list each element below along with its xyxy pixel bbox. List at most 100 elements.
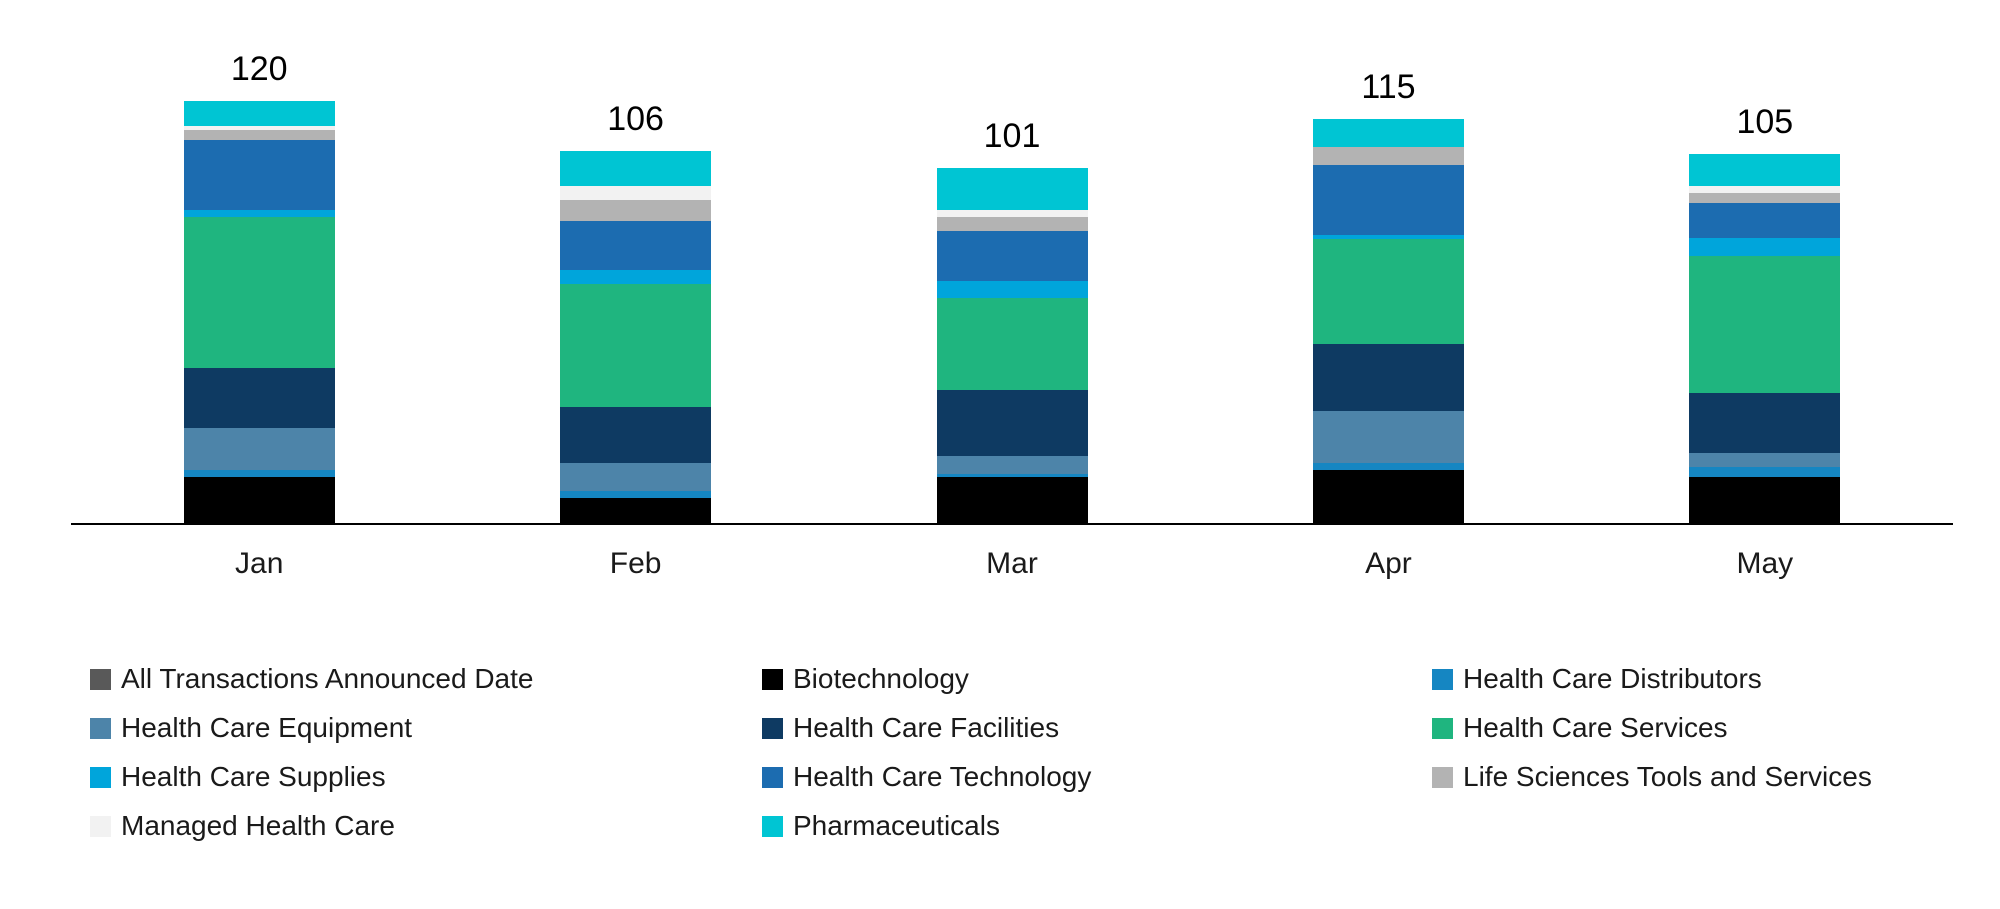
- bar-segment: [936, 280, 1088, 299]
- x-axis-labels: Jan Feb Mar Apr May: [71, 547, 1953, 581]
- legend-swatch: [762, 766, 783, 788]
- stacked-bar-Mar: 101: [936, 117, 1088, 523]
- stacked-bar-Jan: 120: [183, 50, 335, 523]
- bar-segment: [183, 210, 335, 218]
- bar-segment: [1689, 477, 1841, 523]
- legend-swatch: [90, 766, 111, 788]
- bar-segment: [1312, 119, 1464, 148]
- legend-label: Health Care Equipment: [121, 712, 413, 743]
- legend-swatch: [762, 717, 783, 739]
- legend-swatch: [1432, 766, 1453, 788]
- bar-segment: [936, 298, 1088, 390]
- x-axis-label: Jan: [235, 547, 284, 580]
- bar-segment: [1312, 463, 1464, 471]
- legend-item: Health Care Distributors: [1432, 662, 1960, 696]
- bar-segment: [1689, 185, 1841, 193]
- bar-segment: [936, 231, 1088, 281]
- bar-segment: [183, 428, 335, 471]
- bar-segment: [936, 389, 1088, 457]
- bar-segment: [183, 101, 335, 127]
- bar-segment: [1689, 192, 1841, 204]
- bar-segment: [1689, 203, 1841, 239]
- stacked-bar-May: 105: [1689, 103, 1841, 523]
- bar-segment: [560, 185, 712, 200]
- bar-segment: [1312, 343, 1464, 411]
- bar-slot: 120: [71, 0, 447, 523]
- plot-area: 120 106 101 115 105: [71, 0, 1953, 525]
- bar-segment: [1689, 256, 1841, 394]
- legend-swatch: [1432, 717, 1453, 739]
- x-axis-label: Feb: [609, 547, 662, 580]
- legend-item: Life Sciences Tools and Services: [1432, 760, 1960, 794]
- stacked-bar-Apr: 115: [1312, 68, 1464, 523]
- bar-total-label: 106: [607, 99, 664, 138]
- legend-item: Managed Health Care: [90, 809, 762, 843]
- legend-label: All Transactions Announced Date: [121, 663, 534, 694]
- bar-slot: 115: [1200, 0, 1576, 523]
- legend-label: Life Sciences Tools and Services: [1463, 761, 1872, 792]
- legend-item: Pharmaceuticals: [762, 809, 1432, 843]
- bar-segment: [183, 126, 335, 130]
- legend-swatch: [762, 815, 783, 837]
- legend-swatch: [762, 668, 783, 690]
- legend-swatch: [90, 717, 111, 739]
- legend: All Transactions Announced Date Biotechno…: [90, 662, 1960, 843]
- bar-segment: [1312, 470, 1464, 523]
- bar-segment: [183, 129, 335, 141]
- bar-total-label: 101: [983, 117, 1041, 156]
- legend-item: All Transactions Announced Date: [90, 662, 762, 696]
- bar-segment: [936, 217, 1088, 232]
- bar-total-label: 105: [1736, 103, 1794, 142]
- bar-slot: 101: [824, 0, 1200, 523]
- bar-slot: 105: [1577, 0, 1953, 523]
- legend-item: Health Care Services: [1432, 711, 1960, 745]
- legend-label: Health Care Services: [1463, 712, 1728, 743]
- bar-segment: [1312, 238, 1464, 344]
- bar-total-label: 115: [1361, 68, 1416, 107]
- legend-label: Health Care Facilities: [793, 712, 1060, 743]
- bar-segment: [560, 407, 712, 464]
- bar-segment: [1312, 164, 1464, 236]
- bar-slot: 106: [447, 0, 823, 523]
- legend-swatch: [90, 668, 111, 690]
- x-axis-label: May: [1736, 547, 1794, 580]
- bar-segment: [1312, 410, 1464, 464]
- bar-segment: [183, 217, 335, 369]
- bar-segment: [936, 168, 1088, 211]
- legend-item: Health Care Technology: [762, 760, 1432, 794]
- bar-segment: [560, 220, 712, 271]
- bar-segment: [560, 199, 712, 221]
- legend-label: Biotechnology: [793, 663, 969, 694]
- legend-label: Health Care Technology: [793, 761, 1092, 792]
- legend-label: Pharmaceuticals: [793, 810, 1000, 841]
- bar-segment: [560, 498, 712, 523]
- bar-segment: [560, 270, 712, 285]
- bar-segment: [936, 456, 1088, 474]
- legend-item: Biotechnology: [762, 662, 1432, 696]
- x-axis-label: Apr: [1365, 547, 1412, 580]
- bar-segment: [560, 150, 712, 186]
- legend-item: Health Care Supplies: [90, 760, 762, 794]
- legend-swatch: [90, 815, 111, 837]
- bar-total-label: 120: [230, 50, 288, 89]
- bar-segment: [183, 470, 335, 478]
- bar-segment: [1689, 466, 1841, 478]
- bar-segment: [560, 491, 712, 499]
- bar-segment: [183, 140, 335, 211]
- legend-item: Health Care Equipment: [90, 711, 762, 745]
- bar-segment: [183, 477, 335, 523]
- bar-segment: [560, 463, 712, 492]
- bar-segment: [936, 473, 1088, 478]
- bar-segment: [1689, 393, 1841, 453]
- chart-area: 120 106 101 115 105 Jan Feb Mar Apr May: [71, 0, 1953, 581]
- bar-segment: [560, 284, 712, 408]
- bar-segment: [183, 368, 335, 429]
- bar-segment: [936, 477, 1088, 523]
- bar-segment: [1689, 154, 1841, 186]
- bar-segment: [1689, 238, 1841, 257]
- bar-segment: [1689, 452, 1841, 467]
- legend-label: Managed Health Care: [121, 810, 395, 841]
- legend-label: Health Care Distributors: [1463, 663, 1762, 694]
- x-axis-label: Mar: [986, 547, 1038, 580]
